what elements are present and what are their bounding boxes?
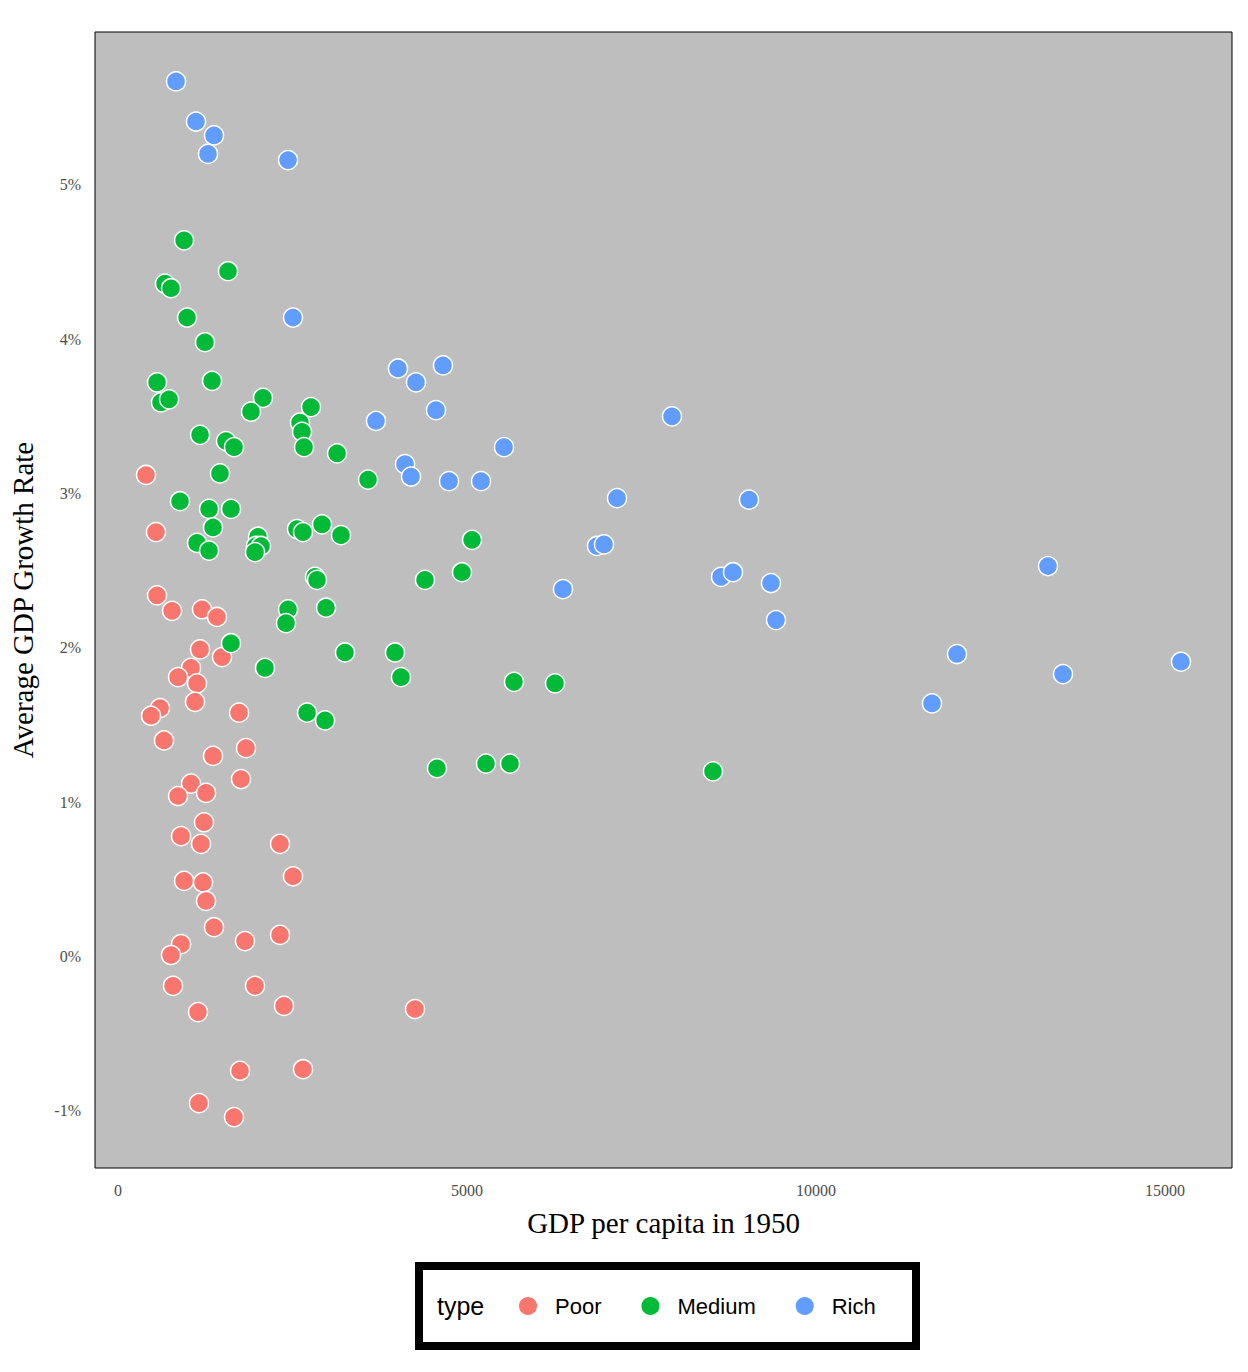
svg-text:Poor: Poor (555, 1294, 601, 1319)
svg-text:0%: 0% (60, 948, 81, 965)
svg-text:3%: 3% (60, 485, 81, 502)
svg-text:10000: 10000 (796, 1182, 836, 1199)
svg-text:Medium: Medium (677, 1294, 755, 1319)
svg-text:type: type (437, 1292, 484, 1320)
svg-text:1%: 1% (60, 794, 81, 811)
svg-text:-1%: -1% (54, 1102, 81, 1119)
svg-text:GDP per capita in 1950: GDP per capita in 1950 (527, 1207, 800, 1239)
svg-text:5%: 5% (60, 176, 81, 193)
svg-text:Average GDP Growth Rate: Average GDP Growth Rate (7, 442, 39, 759)
svg-text:5000: 5000 (451, 1182, 483, 1199)
svg-text:2%: 2% (60, 639, 81, 656)
svg-text:15000: 15000 (1145, 1182, 1185, 1199)
svg-text:4%: 4% (60, 331, 81, 348)
svg-text:Rich: Rich (832, 1294, 876, 1319)
svg-text:0: 0 (114, 1182, 122, 1199)
